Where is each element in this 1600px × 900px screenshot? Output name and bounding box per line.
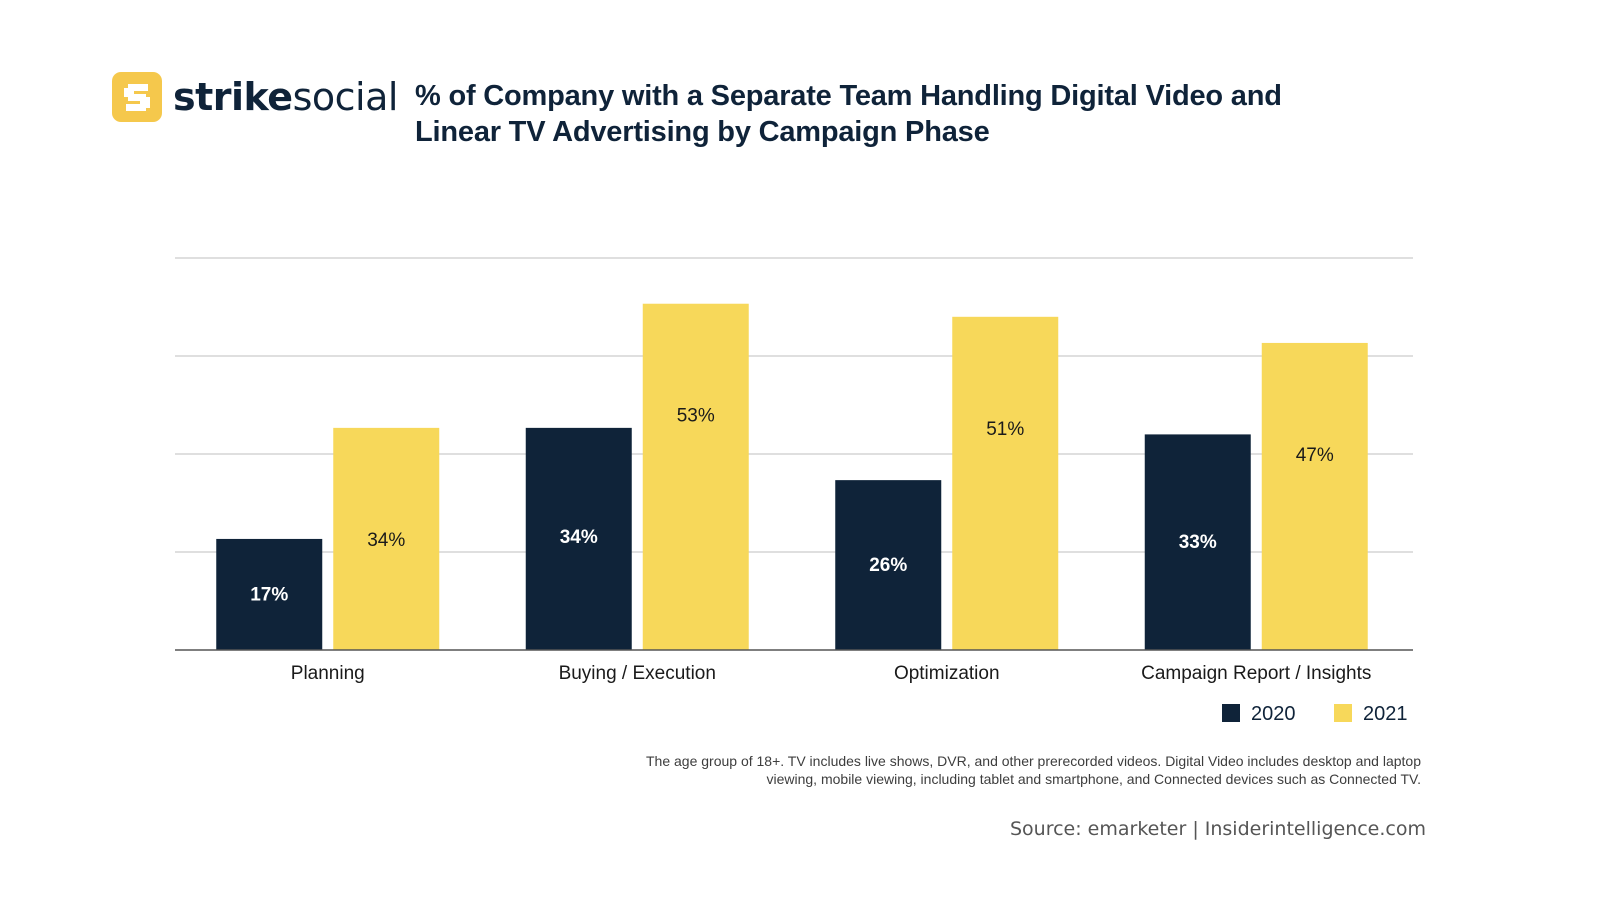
bar-2020 (1144, 434, 1251, 650)
legend-item-2021: 2021 (1334, 703, 1408, 725)
footnote: The age group of 18+. TV includes live s… (645, 753, 1421, 787)
category-labels: Planning Buying / Execution Optimization Ca… (291, 663, 1372, 684)
legend-item-2020: 2020 (1222, 703, 1296, 725)
bar-value-label: 53% (677, 406, 715, 427)
bar-value-label: 26% (869, 555, 907, 576)
bar-2021 (642, 303, 749, 650)
bar-value-label: 47% (1296, 445, 1334, 466)
bar-value-labels: 17% 34% 34% 53% 26% 51% 33% 47% (250, 406, 1334, 606)
bars (216, 303, 1368, 650)
bar-2021 (952, 316, 1059, 650)
brand-logo: strikesocial (112, 72, 398, 122)
legend-label: 2021 (1363, 703, 1408, 725)
bar-2020 (835, 480, 942, 650)
brand-name-light: social (292, 75, 399, 119)
legend-label: 2020 (1251, 703, 1296, 725)
category-label: Buying / Execution (559, 663, 716, 684)
category-label: Campaign Report / Insights (1141, 663, 1371, 684)
bar-2021 (333, 427, 440, 650)
bar-value-label: 33% (1179, 532, 1217, 553)
brand-wordmark: strikesocial (173, 78, 398, 116)
chart-title: % of Company with a Separate Team Handli… (415, 80, 1282, 148)
bar-value-label: 17% (250, 584, 288, 605)
s-glyph (124, 84, 150, 111)
bar-value-label: 34% (367, 530, 405, 551)
bar-2021 (1261, 342, 1368, 650)
legend-swatch (1222, 704, 1240, 722)
bar-value-label: 51% (986, 419, 1024, 440)
brand-name-bold: strike (173, 75, 293, 119)
strike-social-s-icon (112, 72, 162, 122)
source-credit: Source: emarketer | Insiderintelligence.… (1009, 818, 1426, 840)
bar-2020 (525, 427, 632, 650)
category-label: Optimization (894, 663, 1000, 684)
bar-2020 (216, 538, 323, 650)
bar-value-label: 34% (560, 527, 598, 548)
category-label: Planning (291, 663, 365, 684)
legend-swatch (1334, 704, 1352, 722)
legend: 2020 2021 (1222, 703, 1408, 725)
